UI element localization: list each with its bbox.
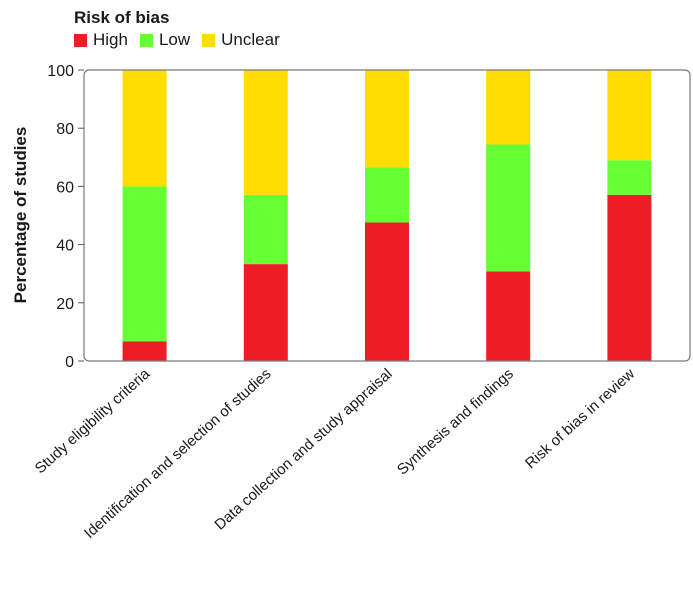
x-tick-label-4: Risk of bias in review xyxy=(522,365,638,472)
bar-segment-low-1 xyxy=(243,194,288,265)
bar-segment-high-1 xyxy=(243,264,288,361)
bar-segment-low-4 xyxy=(607,160,652,195)
bar-segment-unclear-1 xyxy=(243,70,288,195)
legend-item-unclear: Unclear xyxy=(202,30,280,50)
bar-segment-unclear-0 xyxy=(122,70,167,187)
legend-item-high: High xyxy=(74,30,128,50)
x-tick-label-0: Study eligibility criteria xyxy=(32,365,154,477)
bar-segment-unclear-2 xyxy=(365,70,409,168)
y-tick-label-2: 40 xyxy=(56,238,74,255)
bar-segment-unclear-4 xyxy=(607,70,652,161)
y-tick-label-5: 100 xyxy=(47,63,74,80)
bar-segment-low-0 xyxy=(122,186,167,342)
y-tick-label-4: 80 xyxy=(56,121,74,138)
legend-swatch-high xyxy=(74,33,87,47)
bar-segment-high-4 xyxy=(607,194,652,361)
bar-segment-high-2 xyxy=(365,222,409,361)
plot-area: Study eligibility criteriaIdentification… xyxy=(32,63,691,542)
legend-title: Risk of bias xyxy=(74,8,170,27)
legend-label-low: Low xyxy=(158,30,191,49)
y-tick-label-0: 0 xyxy=(65,354,74,371)
legend-swatch-low xyxy=(139,33,153,47)
x-tick-label-3: Synthesis and findings xyxy=(394,365,517,478)
x-tick-label-1: Identification and selection of studies xyxy=(81,365,275,542)
legend-label-unclear: Unclear xyxy=(221,30,280,49)
y-tick-label-1: 20 xyxy=(56,296,74,313)
y-tick-label-3: 60 xyxy=(56,179,74,196)
bar-segment-high-3 xyxy=(486,271,531,361)
bar-segment-high-0 xyxy=(122,341,167,361)
legend-label-high: High xyxy=(93,30,128,49)
y-axis-label: Percentage of studies xyxy=(11,127,30,304)
legend-items: High Low Unclear xyxy=(74,30,286,50)
bar-segment-low-3 xyxy=(486,144,531,272)
legend-swatch-unclear xyxy=(202,33,216,47)
plot-frame xyxy=(83,69,691,362)
bar-segment-unclear-3 xyxy=(486,70,531,145)
bar-segment-low-2 xyxy=(365,167,409,223)
legend-item-low: Low xyxy=(139,30,191,50)
legend: Risk of bias High Low Unclear xyxy=(74,8,286,50)
